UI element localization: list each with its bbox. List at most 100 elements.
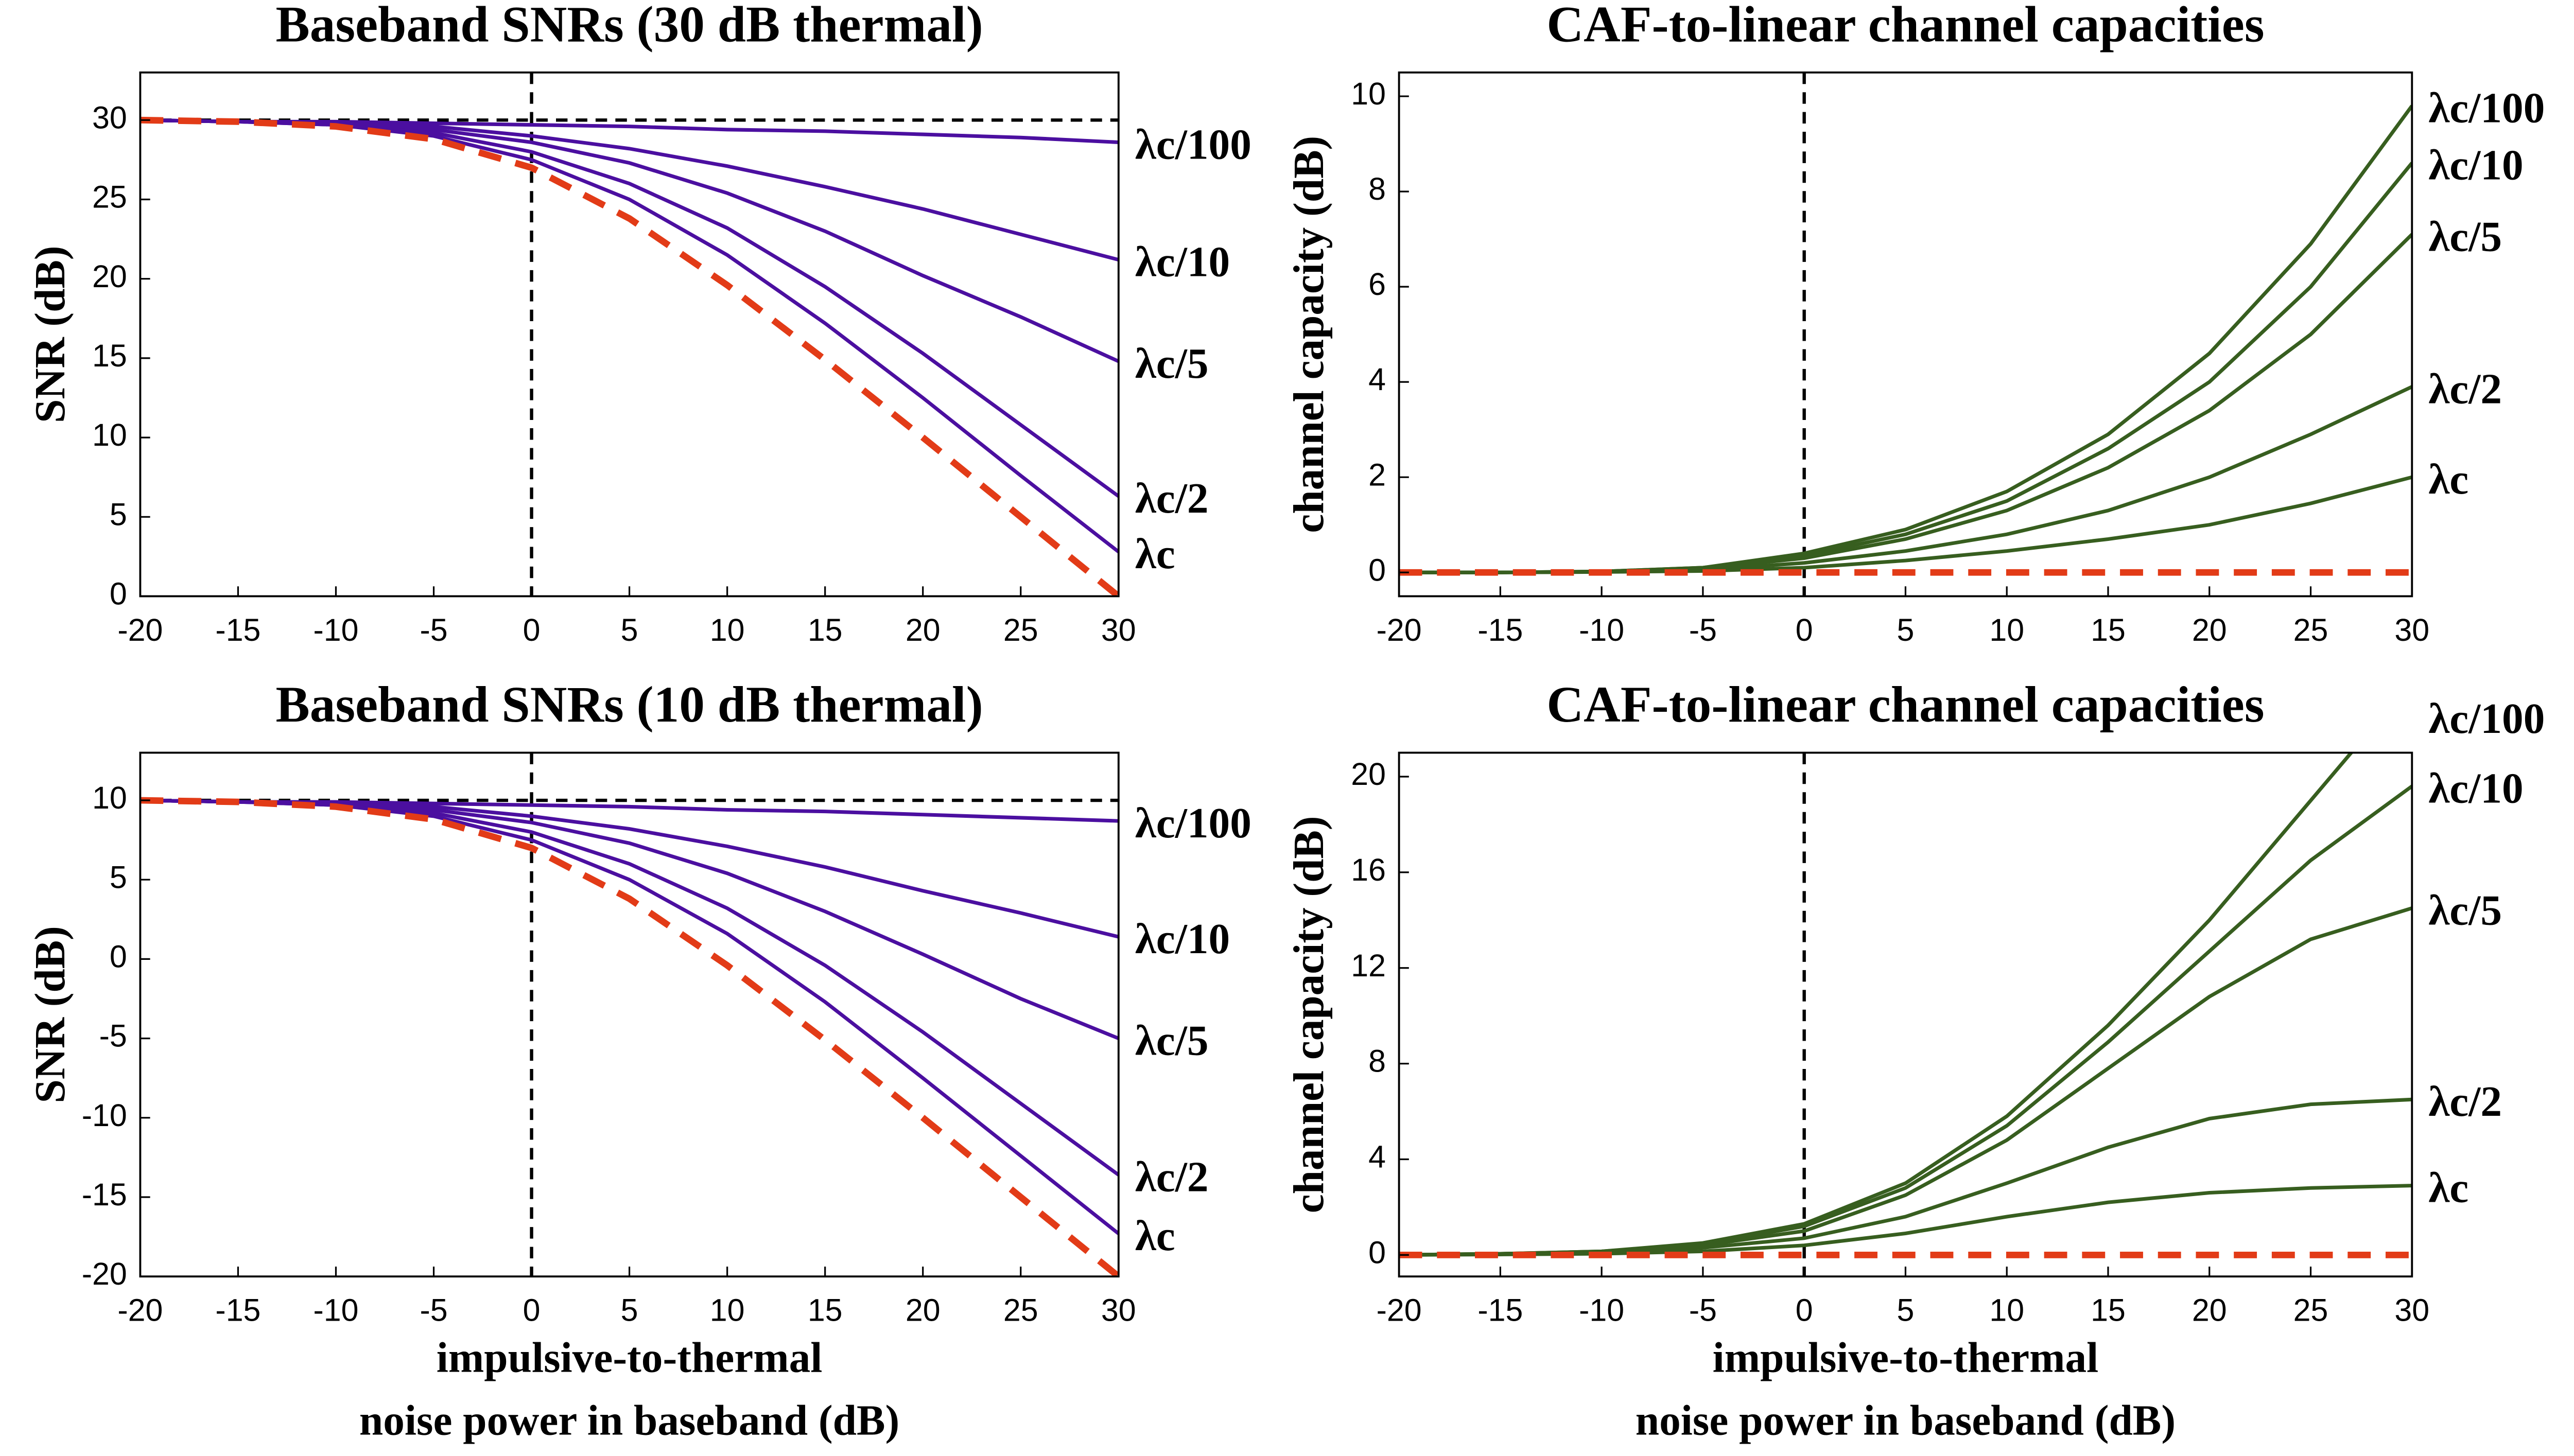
x-tick-label: 10	[1989, 1293, 2024, 1328]
curve	[1399, 475, 2412, 574]
x-tick-label: -5	[1689, 1293, 1717, 1328]
x-tick-label: 25	[2293, 1293, 2328, 1328]
chart-title: CAF-to-linear channel capacities	[1546, 0, 2264, 52]
series-label: λc/5	[2428, 887, 2502, 935]
y-tick-label: 8	[1368, 1044, 1386, 1079]
plot-area	[140, 752, 1119, 1277]
curve	[1399, 233, 2412, 574]
x-tick-label: 30	[2394, 1293, 2429, 1328]
y-tick-label: 12	[1351, 948, 1386, 983]
curve	[140, 118, 1119, 363]
series-label: λc/10	[1135, 239, 1230, 286]
plot-area	[140, 72, 1119, 597]
y-tick-label: 0	[1368, 1235, 1386, 1270]
series-label: λc/2	[2428, 365, 2502, 413]
y-tick-label: 5	[110, 859, 127, 894]
y-tick-label: 10	[92, 780, 127, 815]
x-tick-label: 10	[1989, 612, 2024, 647]
series-label: λc/10	[2428, 142, 2523, 189]
series-label: λc/100	[2428, 85, 2545, 132]
y-tick-label: 16	[1351, 852, 1386, 887]
x-tick-label: 25	[1003, 612, 1038, 647]
x-tick-label: 5	[1897, 612, 1915, 647]
series-label: λc/10	[2428, 765, 2523, 813]
plot-area	[1399, 752, 2412, 1277]
y-tick-label: 15	[92, 338, 127, 373]
x-tick-label: 15	[2091, 1293, 2126, 1328]
y-tick-label: 8	[1368, 171, 1386, 206]
y-tick-label: -15	[82, 1177, 127, 1212]
x-tick-label: -15	[215, 1293, 260, 1328]
axes-box	[1398, 751, 2413, 1278]
y-tick-label: -20	[82, 1256, 127, 1291]
curve	[140, 798, 1119, 1040]
x-tick-label: -20	[117, 612, 163, 647]
y-tick-label: 4	[1368, 362, 1386, 397]
x-tick-label: 5	[1897, 1293, 1915, 1328]
y-tick-label: 30	[92, 100, 127, 135]
x-tick-label: -10	[1579, 612, 1624, 647]
x-tick-label: 30	[1101, 1293, 1136, 1328]
series-label: λc/5	[1135, 340, 1209, 388]
series-label: λc/10	[1135, 916, 1230, 963]
y-tick-label: 20	[1351, 757, 1386, 792]
dashed-curve	[140, 116, 1119, 597]
x-tick-label: 25	[1003, 1293, 1038, 1328]
series-label: λc/100	[1135, 121, 1251, 168]
y-tick-label: 20	[92, 259, 127, 294]
curve	[140, 118, 1119, 498]
series-label: λc/5	[2428, 213, 2502, 260]
y-tick-label: 0	[1368, 552, 1386, 587]
y-axis-label: channel capacity (dB)	[1285, 816, 1333, 1213]
y-tick-label: 2	[1368, 457, 1386, 492]
curve	[1399, 104, 2412, 574]
y-tick-label: 5	[110, 497, 127, 532]
curve	[1399, 385, 2412, 574]
x-tick-label: -20	[1377, 1293, 1422, 1328]
x-tick-label: 15	[808, 612, 843, 647]
curve	[1399, 162, 2412, 574]
dashed-curve	[140, 797, 1119, 1277]
series-label: λc/2	[1135, 1154, 1209, 1201]
y-tick-label: 0	[110, 576, 127, 611]
y-tick-label: 4	[1368, 1139, 1386, 1174]
series-label: λc	[1135, 1213, 1175, 1260]
plot-area	[1399, 72, 2412, 597]
chart-title: CAF-to-linear channel capacities	[1546, 677, 2264, 733]
x-tick-label: 5	[621, 1293, 638, 1328]
axes-box	[1398, 71, 2413, 598]
chart-title: Baseband SNRs (10 dB thermal)	[275, 677, 983, 733]
x-tick-label: 30	[2394, 612, 2429, 647]
series-label: λc	[1135, 531, 1175, 578]
x-tick-label: 15	[808, 1293, 843, 1328]
x-tick-label: -10	[313, 612, 358, 647]
series-label: λc/100	[1135, 800, 1251, 847]
x-tick-label: 30	[1101, 612, 1136, 647]
series-label: λc/2	[1135, 475, 1209, 522]
x-tick-label: 25	[2293, 612, 2328, 647]
x-axis-label: impulsive-to-thermal	[1713, 1335, 2099, 1382]
y-axis-label: SNR (dB)	[27, 926, 74, 1103]
x-axis-label: impulsive-to-thermal	[437, 1335, 823, 1382]
x-tick-label: -20	[1377, 612, 1422, 647]
x-axis-label: noise power in baseband (dB)	[1636, 1397, 2176, 1444]
x-tick-label: 20	[906, 612, 941, 647]
y-tick-label: -5	[99, 1019, 127, 1054]
series-label: λc	[2428, 456, 2468, 503]
x-tick-label: 20	[906, 1293, 941, 1328]
y-tick-label: 10	[92, 417, 127, 452]
y-axis-label: channel capacity (dB)	[1285, 136, 1333, 533]
x-tick-label: -20	[117, 1293, 163, 1328]
y-tick-label: 0	[110, 939, 127, 974]
y-axis-label: SNR (dB)	[27, 245, 74, 423]
x-tick-label: 20	[2192, 612, 2227, 647]
x-tick-label: -10	[1579, 1293, 1624, 1328]
x-tick-label: 20	[2192, 1293, 2227, 1328]
axes-box	[139, 751, 1120, 1278]
y-tick-label: 25	[92, 180, 127, 215]
curve	[1399, 906, 2412, 1257]
x-tick-label: -5	[420, 612, 447, 647]
series-label: λc/2	[2428, 1078, 2502, 1126]
series-label: λc/100	[2428, 695, 2545, 743]
